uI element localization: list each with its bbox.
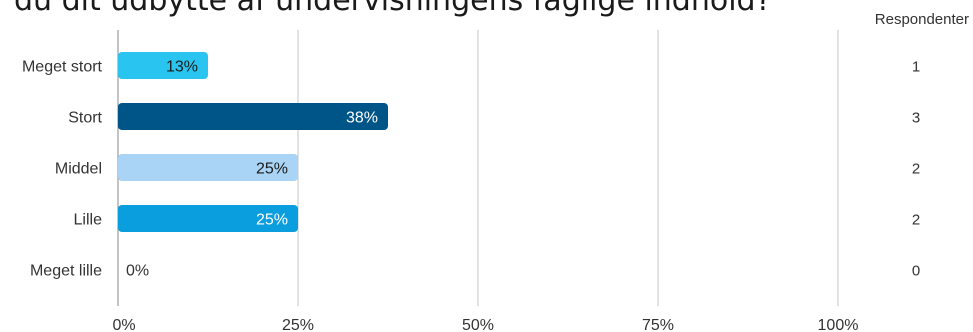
x-tick-label: 0% [112, 317, 135, 332]
respondent-count: 2 [912, 212, 920, 229]
respondents-header: Respondenter [875, 11, 969, 28]
data-labels: 13% 38% 25% 25% 0% [126, 59, 378, 280]
respondent-count: 0 [912, 263, 920, 280]
x-tick-label: 50% [462, 317, 494, 332]
data-label: 13% [166, 59, 198, 76]
category-label: Lille [74, 212, 103, 229]
category-label: Middel [55, 161, 102, 178]
chart-title: du dit udbytte af undervisningens faglig… [14, 0, 772, 18]
bar [118, 103, 388, 130]
respondent-count: 2 [912, 161, 920, 178]
bars [118, 52, 388, 232]
respondent-counts: 1 3 2 2 0 [912, 59, 920, 280]
data-label: 25% [256, 161, 288, 178]
data-label: 38% [346, 110, 378, 127]
x-tick-label: 100% [818, 317, 859, 332]
respondent-count: 1 [912, 59, 920, 76]
bar [118, 154, 298, 181]
data-label: 0% [126, 263, 149, 280]
data-label: 25% [256, 212, 288, 229]
category-label: Meget lille [30, 263, 102, 280]
bar [118, 205, 298, 232]
x-tick-label: 25% [282, 317, 314, 332]
bar [118, 52, 208, 79]
x-tick-labels: 0% 25% 50% 75% 100% [112, 317, 858, 332]
respondent-count: 3 [912, 110, 920, 127]
category-label: Stort [68, 110, 102, 127]
category-label: Meget stort [22, 59, 103, 76]
x-tick-label: 75% [642, 317, 674, 332]
category-labels: Meget stort Stort Middel Lille Meget lille [22, 59, 103, 280]
